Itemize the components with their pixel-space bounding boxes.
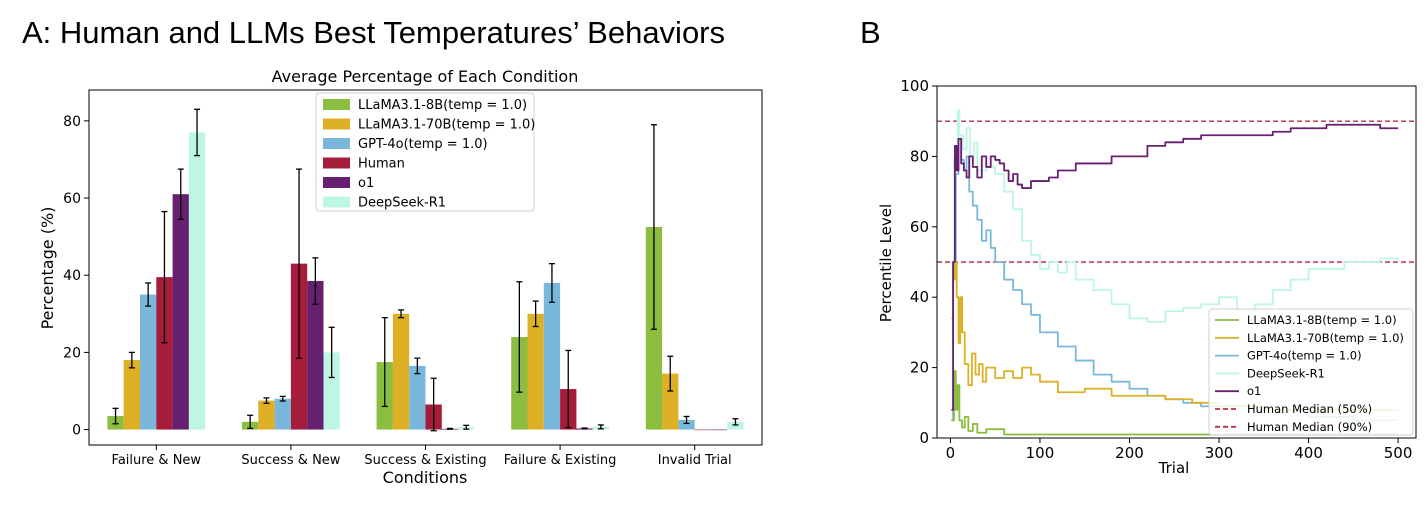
legend-label: Human [358, 157, 405, 172]
bar-chart-ytick-label: 40 [63, 268, 81, 284]
bar [274, 398, 291, 430]
bar [694, 429, 711, 431]
bar [188, 132, 206, 430]
bar [323, 352, 340, 430]
panel-b-title: B [860, 15, 881, 50]
legend-swatch [323, 99, 350, 110]
bar [258, 400, 275, 430]
legend-swatch [323, 177, 350, 188]
legend-label: LLaMA3.1-8B(temp = 1.0) [358, 98, 527, 113]
bar [727, 421, 744, 430]
bar-chart-legend [315, 92, 535, 212]
panel-a-title: A: Human and LLMs Best Temperatures’ Beh… [22, 15, 726, 50]
legend-label: o1 [358, 176, 374, 191]
bar-chart-xlabel: Conditions [383, 468, 468, 487]
bar [662, 373, 679, 430]
bar [543, 282, 561, 430]
bar [172, 194, 189, 430]
legend-label: LLaMA3.1-70B(temp = 1.0) [358, 118, 535, 133]
legend-swatch [323, 138, 350, 149]
bar-chart-ytick-label: 0 [72, 423, 81, 439]
legend-swatch [323, 118, 350, 130]
legend-swatch [323, 196, 350, 208]
bar-chart-ytick-label: 20 [63, 345, 81, 361]
bar [711, 429, 728, 431]
bar-chart-xtick-label: Success & Existing [364, 453, 486, 468]
bar-chart-ytick-label: 80 [63, 114, 81, 130]
bar-chart-xtick-label: Success & New [241, 453, 340, 468]
legend-swatch [323, 157, 350, 169]
bar [409, 365, 426, 430]
bar [527, 313, 544, 430]
bar [392, 313, 410, 430]
bar-chart-xtick-label: Invalid Trial [658, 453, 732, 468]
bar [156, 277, 173, 430]
bar-chart-ytick-label: 60 [63, 191, 81, 207]
bar-chart-xtick-label: Failure & New [112, 453, 202, 468]
bar [123, 360, 140, 430]
legend-label: DeepSeek-R1 [358, 196, 446, 211]
legend-label: GPT-4o(temp = 1.0) [358, 137, 488, 152]
bar [140, 294, 157, 430]
bar-chart-ylabel: Percentage (%) [38, 207, 57, 330]
bar [678, 419, 695, 430]
bar-chart-title: Average Percentage of Each Condition [272, 67, 579, 86]
bar [307, 281, 324, 430]
bar-chart-xtick-label: Failure & Existing [504, 453, 617, 468]
